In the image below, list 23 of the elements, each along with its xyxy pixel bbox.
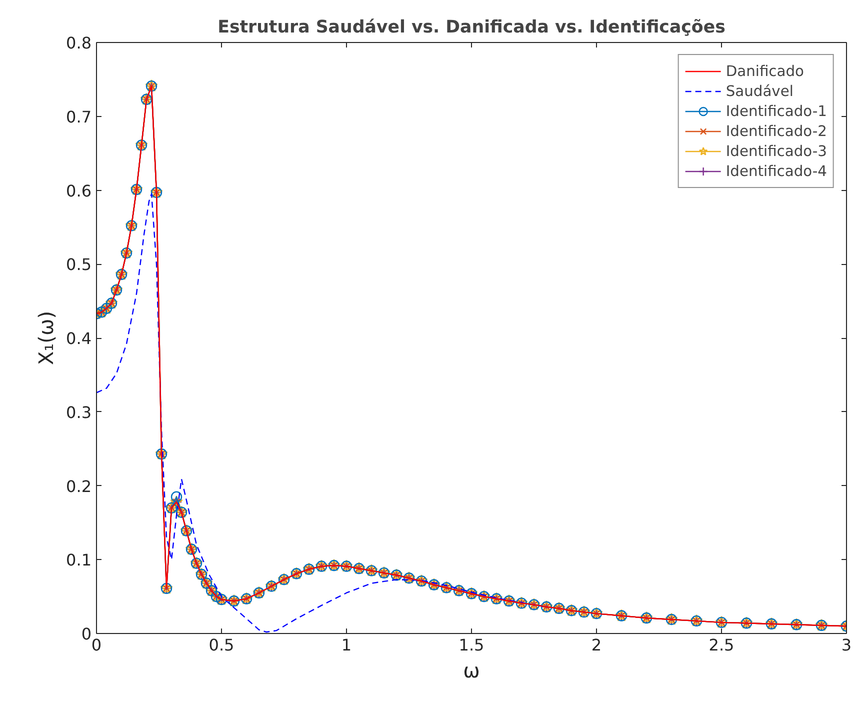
y-tick-label: 0.1 bbox=[66, 550, 92, 570]
x-tick-label: 1 bbox=[341, 636, 352, 654]
y-axis-title: X₁(ω) bbox=[34, 310, 58, 366]
x-axis-title: ω bbox=[463, 658, 480, 682]
x-tick-label: 2 bbox=[591, 636, 602, 654]
legend-label: Identificado-2 bbox=[726, 122, 827, 140]
chart-title: Estrutura Saudável vs. Danificada vs. Identificações bbox=[218, 18, 726, 38]
y-tick-label: 0.2 bbox=[66, 476, 92, 496]
y-tick-label: 0.7 bbox=[66, 107, 92, 126]
legend-label: Identificado-1 bbox=[726, 102, 827, 120]
x-tick-label: 0.5 bbox=[208, 636, 234, 654]
legend-label: Identificado-4 bbox=[726, 162, 827, 180]
legend-label: Identificado-3 bbox=[726, 142, 827, 160]
x-tick-label: 3 bbox=[841, 636, 852, 654]
y-tick-label: 0.3 bbox=[66, 402, 92, 422]
x-tick-label: 2.5 bbox=[708, 636, 734, 654]
legend-label: Danificado bbox=[726, 62, 804, 80]
y-tick-label: 0.6 bbox=[66, 181, 92, 200]
y-tick-label: 0.8 bbox=[66, 34, 92, 52]
legend-label: Saudável bbox=[726, 82, 794, 100]
x-tick-label: 1.5 bbox=[458, 636, 484, 654]
y-tick-label: 0.5 bbox=[66, 255, 92, 274]
y-tick-label: 0.4 bbox=[66, 329, 92, 348]
